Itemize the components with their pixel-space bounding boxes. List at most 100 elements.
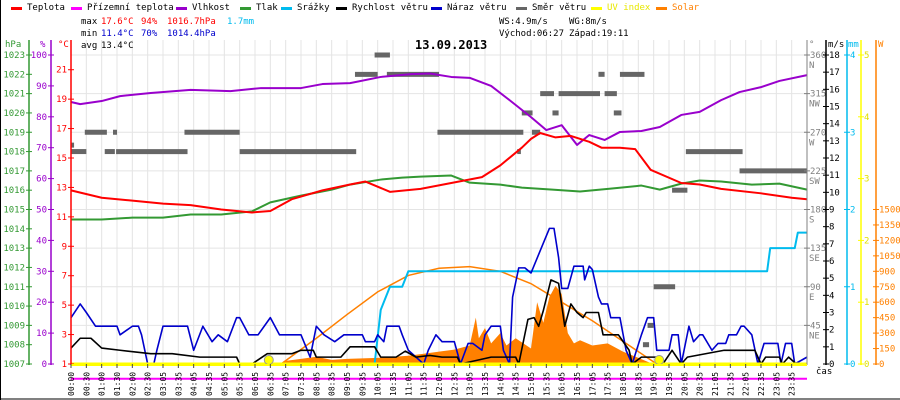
x-tick-label: 01:00	[98, 372, 107, 396]
x-tick-label: 09:35	[358, 372, 367, 396]
x-tick-label: 13:35	[481, 372, 490, 396]
legend-item: Tlak	[240, 3, 278, 13]
stats-min-label: min	[81, 29, 98, 39]
tick-label: 0	[42, 360, 47, 370]
stats-min-pressure: 1014.4hPa	[167, 29, 216, 39]
legend-label: Solar	[672, 3, 700, 13]
chart-title: 13.09.2013	[415, 38, 488, 52]
tick-label: 1007	[3, 360, 25, 370]
tick-label: 11	[56, 213, 67, 223]
axis-unit-hpa: hPa	[5, 40, 21, 50]
tick-label: 30	[36, 267, 47, 277]
tick-label: 0	[850, 360, 855, 370]
x-tick-label: 07:05	[282, 372, 291, 396]
tick-label: 1015	[3, 206, 25, 216]
tick-label: 1022	[3, 70, 25, 80]
compass-label: NE	[809, 331, 820, 341]
series-line-teplota	[70, 131, 808, 214]
tick-label: 2	[850, 206, 855, 216]
tick-label: 15	[829, 103, 840, 113]
x-tick-label: 16:35	[573, 372, 582, 396]
tick-label: 90	[36, 82, 47, 92]
compass-label: S	[809, 216, 814, 226]
x-tick-label: 23:05	[772, 372, 781, 396]
tick-label: 50	[36, 206, 47, 216]
x-tick-label: 00:00	[67, 372, 76, 396]
x-tick-label: 23:35	[788, 372, 797, 396]
tick-label: 4	[850, 51, 855, 61]
x-tick-label: 01:30	[113, 372, 122, 396]
tick-label: 150	[879, 345, 895, 355]
legend-item: Vlhkost	[176, 3, 230, 13]
tick-label: 0	[829, 360, 834, 370]
axis-unit-mm: mm	[848, 40, 859, 50]
legend-swatch	[336, 6, 347, 10]
x-tick-label: 02:00	[128, 372, 137, 396]
tick-label: 40	[36, 236, 47, 246]
compass-label: SW	[809, 177, 820, 187]
tick-label: 18	[829, 51, 840, 61]
tick-label: 1	[829, 343, 834, 353]
tick-label: 1050	[879, 252, 900, 262]
legend-swatch	[591, 6, 602, 10]
tick-label: 3	[864, 175, 869, 185]
x-tick-label: 10:05	[374, 372, 383, 396]
stats-sunset: Západ:19:11	[569, 29, 629, 39]
tick-label: 1	[864, 298, 869, 308]
legend-item: Teplota	[11, 3, 65, 13]
legend-item: UV index	[591, 3, 650, 13]
tick-label: 300	[879, 329, 895, 339]
tick-label: 1014	[3, 225, 25, 235]
legend-swatch	[240, 6, 251, 10]
tick-label: 180	[810, 206, 826, 216]
x-tick-label: 09:05	[343, 372, 352, 396]
tick-label: 1019	[3, 128, 25, 138]
series-line-vlhkost	[70, 72, 808, 146]
tick-label: 9	[62, 242, 67, 252]
tick-label: 2	[864, 236, 869, 246]
x-tick-label: 03:35	[174, 372, 183, 396]
compass-label: N	[809, 61, 814, 71]
tick-label: 3	[62, 331, 67, 341]
x-tick-label: 00:30	[82, 372, 91, 396]
tick-label: 16	[829, 85, 840, 95]
tick-label: 1020	[3, 109, 25, 119]
tick-label: 2	[829, 326, 834, 336]
tick-label: 6	[829, 257, 834, 267]
axis-unit-temp: °C	[58, 40, 69, 50]
tick-label: 70	[36, 144, 47, 154]
x-tick-label: 19:35	[665, 372, 674, 396]
legend-swatch	[281, 6, 292, 10]
legend-label: Tlak	[256, 3, 278, 13]
x-tick-label: 04:35	[205, 372, 214, 396]
axis-unit-w: W	[878, 40, 884, 50]
stats-wind-gust: WG:8m/s	[569, 17, 607, 27]
tick-label: 60	[36, 175, 47, 185]
tick-label: 4	[829, 291, 834, 301]
tick-label: 0	[879, 360, 884, 370]
tick-label: 3	[829, 309, 834, 319]
legend-item: Náraz větru	[431, 3, 507, 13]
tick-label: 8	[829, 223, 834, 233]
legend-label: Vlhkost	[192, 3, 230, 13]
tick-label: 1013	[3, 244, 25, 254]
axis-unit-dir: °	[809, 40, 814, 50]
compass-label: W	[809, 138, 815, 148]
grid	[70, 40, 807, 365]
tick-label: 1011	[3, 283, 25, 293]
legend-label: Směr větru	[532, 3, 587, 13]
tick-label: 1500	[879, 206, 900, 216]
x-tick-label: 11:35	[420, 372, 429, 396]
x-tick-label: 07:35	[297, 372, 306, 396]
x-tick-label: 10:35	[389, 372, 398, 396]
series-line-n-raz-v-tru	[70, 227, 808, 365]
x-tick-label: 18:05	[619, 372, 628, 396]
x-tick-label: 03:05	[159, 372, 168, 396]
tick-label: 1018	[3, 148, 25, 158]
legend-swatch	[656, 6, 667, 10]
legend-swatch	[431, 6, 442, 10]
x-tick-label: 22:35	[757, 372, 766, 396]
tick-label: 600	[879, 298, 895, 308]
tick-label: 1200	[879, 236, 900, 246]
